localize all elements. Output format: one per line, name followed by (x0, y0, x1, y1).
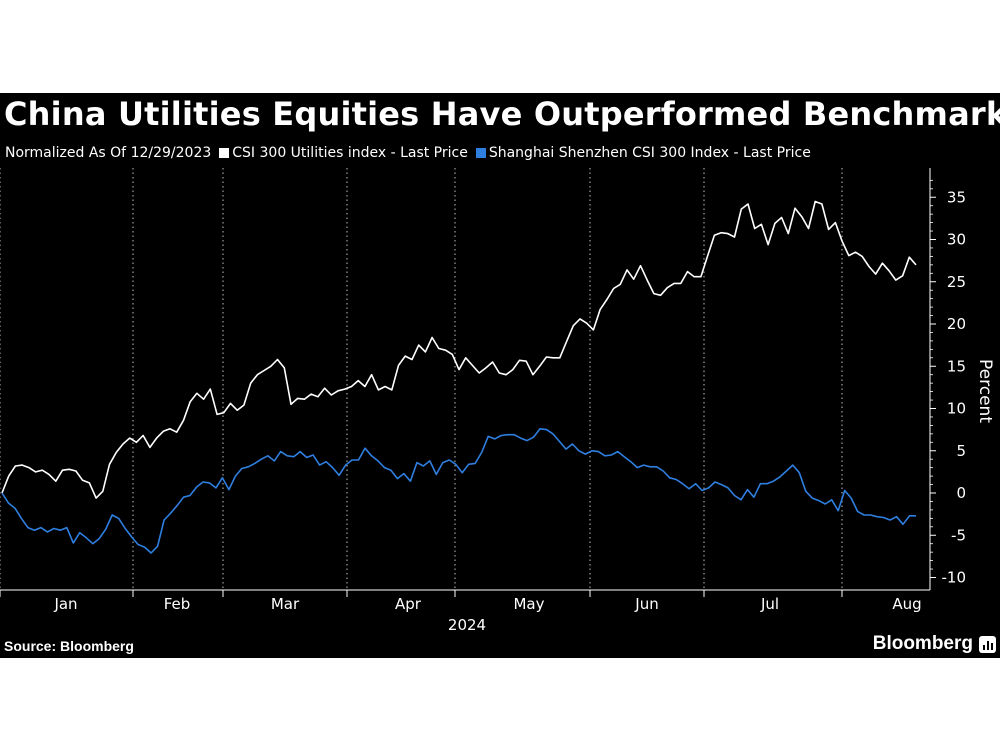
legend: Normalized As Of 12/29/2023 CSI 300 Util… (5, 145, 811, 161)
legend-swatch-csi300 (475, 148, 486, 158)
y-tick-label: 15 (947, 357, 966, 375)
y-tick-label: 10 (947, 400, 966, 418)
series-line-utilities (1, 200, 917, 499)
chart-title: China Utilities Equities Have Outperform… (4, 95, 1000, 133)
bloomberg-logo: Bloomberg (873, 633, 996, 655)
chart-panel: China Utilities Equities Have Outperform… (0, 93, 1000, 658)
y-tick-label: 20 (947, 315, 966, 333)
x-tick-label: Aug (892, 595, 921, 613)
y-axis-label: Percent (975, 359, 995, 423)
x-tick-label: Jul (760, 595, 779, 613)
y-tick-label: -10 (942, 569, 967, 587)
x-tick-label: Jun (634, 595, 658, 613)
brand-name: Bloomberg (872, 633, 973, 654)
x-tick-label: May (513, 595, 544, 613)
legend-swatch-utilities (219, 148, 230, 158)
y-tick-label: 25 (947, 273, 966, 291)
y-tick-label: -5 (951, 526, 966, 544)
line-chart: Jan Feb Mar Apr May Jun Jul Aug 35 30 25 20 15 10 5 0 -5… (0, 168, 995, 634)
legend-subtitle: Normalized As Of 12/29/2023 (5, 145, 212, 161)
x-tick-label: Mar (271, 595, 300, 613)
source-note: Source: Bloomberg (4, 638, 134, 654)
x-tick-label: Feb (164, 595, 191, 613)
x-axis-year-label: 2024 (448, 616, 486, 634)
y-tick-label: 0 (956, 484, 966, 502)
series-line-csi300 (1, 427, 916, 554)
y-tick-label: 30 (947, 231, 966, 249)
axes: Jan Feb Mar Apr May Jun Jul Aug 35 30 25 20 15 10 5 0 -5… (0, 168, 966, 613)
grid-lines (0, 168, 843, 590)
x-tick-label: Jan (53, 595, 77, 613)
bloomberg-bars-icon (979, 635, 996, 653)
y-tick-label: 35 (947, 188, 966, 206)
legend-label-csi300: Shanghai Shenzhen CSI 300 Index - Last P… (488, 145, 811, 161)
legend-label-utilities: CSI 300 Utilities index - Last Price (232, 145, 468, 161)
y-tick-label: 5 (956, 442, 966, 460)
series-lines (1, 200, 917, 554)
x-tick-label: Apr (395, 595, 422, 613)
